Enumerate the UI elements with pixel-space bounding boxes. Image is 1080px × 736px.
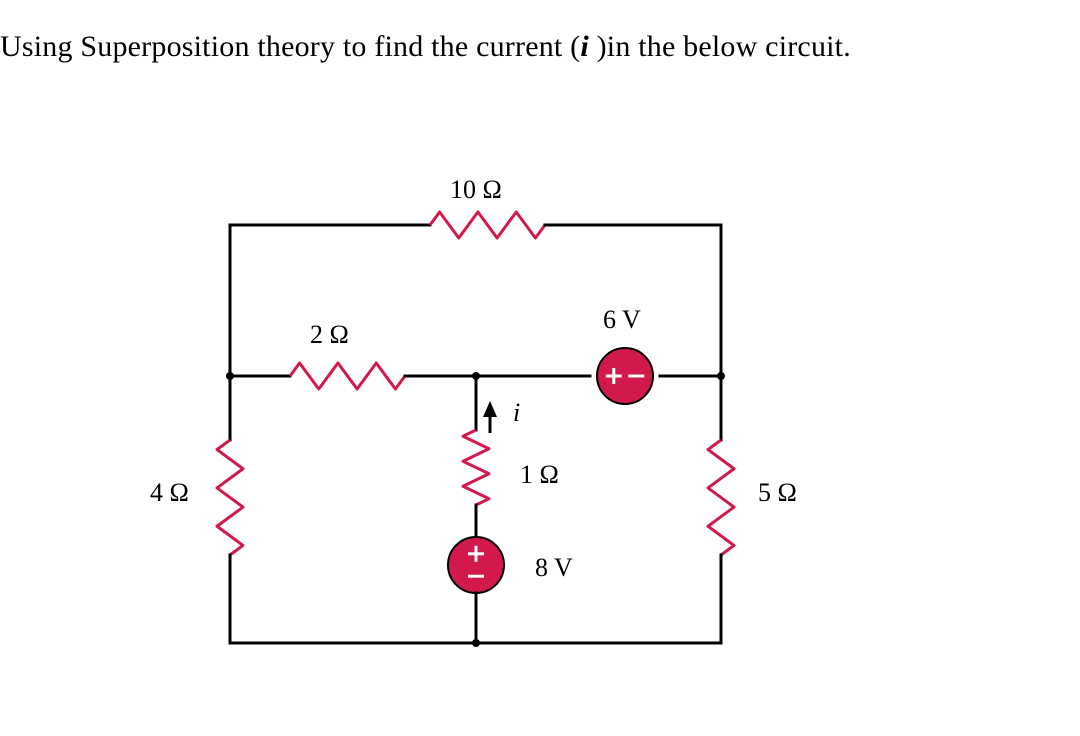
r5-label: 5 Ω: [758, 478, 797, 508]
r2-label: 2 Ω: [310, 320, 349, 350]
r10-label: 10 Ω: [450, 175, 502, 205]
r4-label: 4 Ω: [150, 478, 189, 508]
v6-label: 6 V: [603, 305, 641, 335]
i-arrow-label: i: [513, 398, 520, 428]
page: Using Superposition theory to find the c…: [0, 0, 1080, 736]
circuit-diagram: [0, 0, 1080, 736]
v8-label: 8 V: [535, 553, 573, 583]
r1-label: 1 Ω: [520, 460, 559, 490]
